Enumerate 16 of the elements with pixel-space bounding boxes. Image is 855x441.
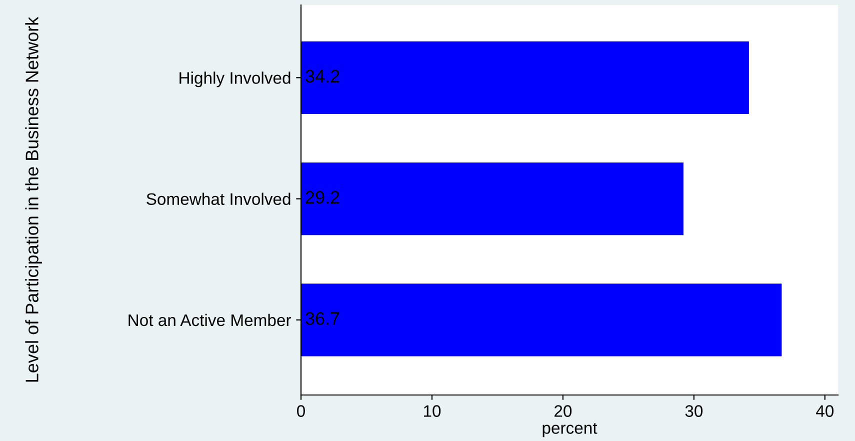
x-tick-label: 40	[816, 405, 834, 417]
bar	[301, 41, 749, 114]
bar	[301, 162, 684, 236]
data-label: 29.2	[306, 190, 340, 204]
bar	[301, 284, 782, 356]
y-tick-label: Highly Involved	[180, 72, 290, 88]
y-tick-label: Not an Active Member	[128, 314, 292, 326]
y-axis-title: Level of Participation in the Business Network	[25, 16, 42, 382]
x-axis-title: percent	[542, 422, 598, 438]
x-tick-label: 0	[297, 405, 305, 417]
x-tick-label: 10	[424, 405, 441, 417]
x-tick-label: 20	[554, 405, 572, 417]
data-label: 34.2	[306, 70, 340, 83]
y-tick-label: Somewhat Involved	[146, 192, 290, 205]
x-tick-label: 30	[685, 405, 703, 417]
data-label: 36.7	[306, 312, 340, 325]
